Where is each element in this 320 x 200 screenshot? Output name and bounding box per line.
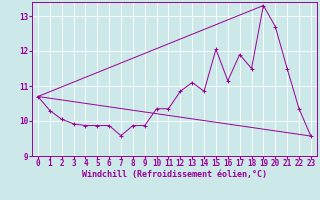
- X-axis label: Windchill (Refroidissement éolien,°C): Windchill (Refroidissement éolien,°C): [82, 170, 267, 179]
